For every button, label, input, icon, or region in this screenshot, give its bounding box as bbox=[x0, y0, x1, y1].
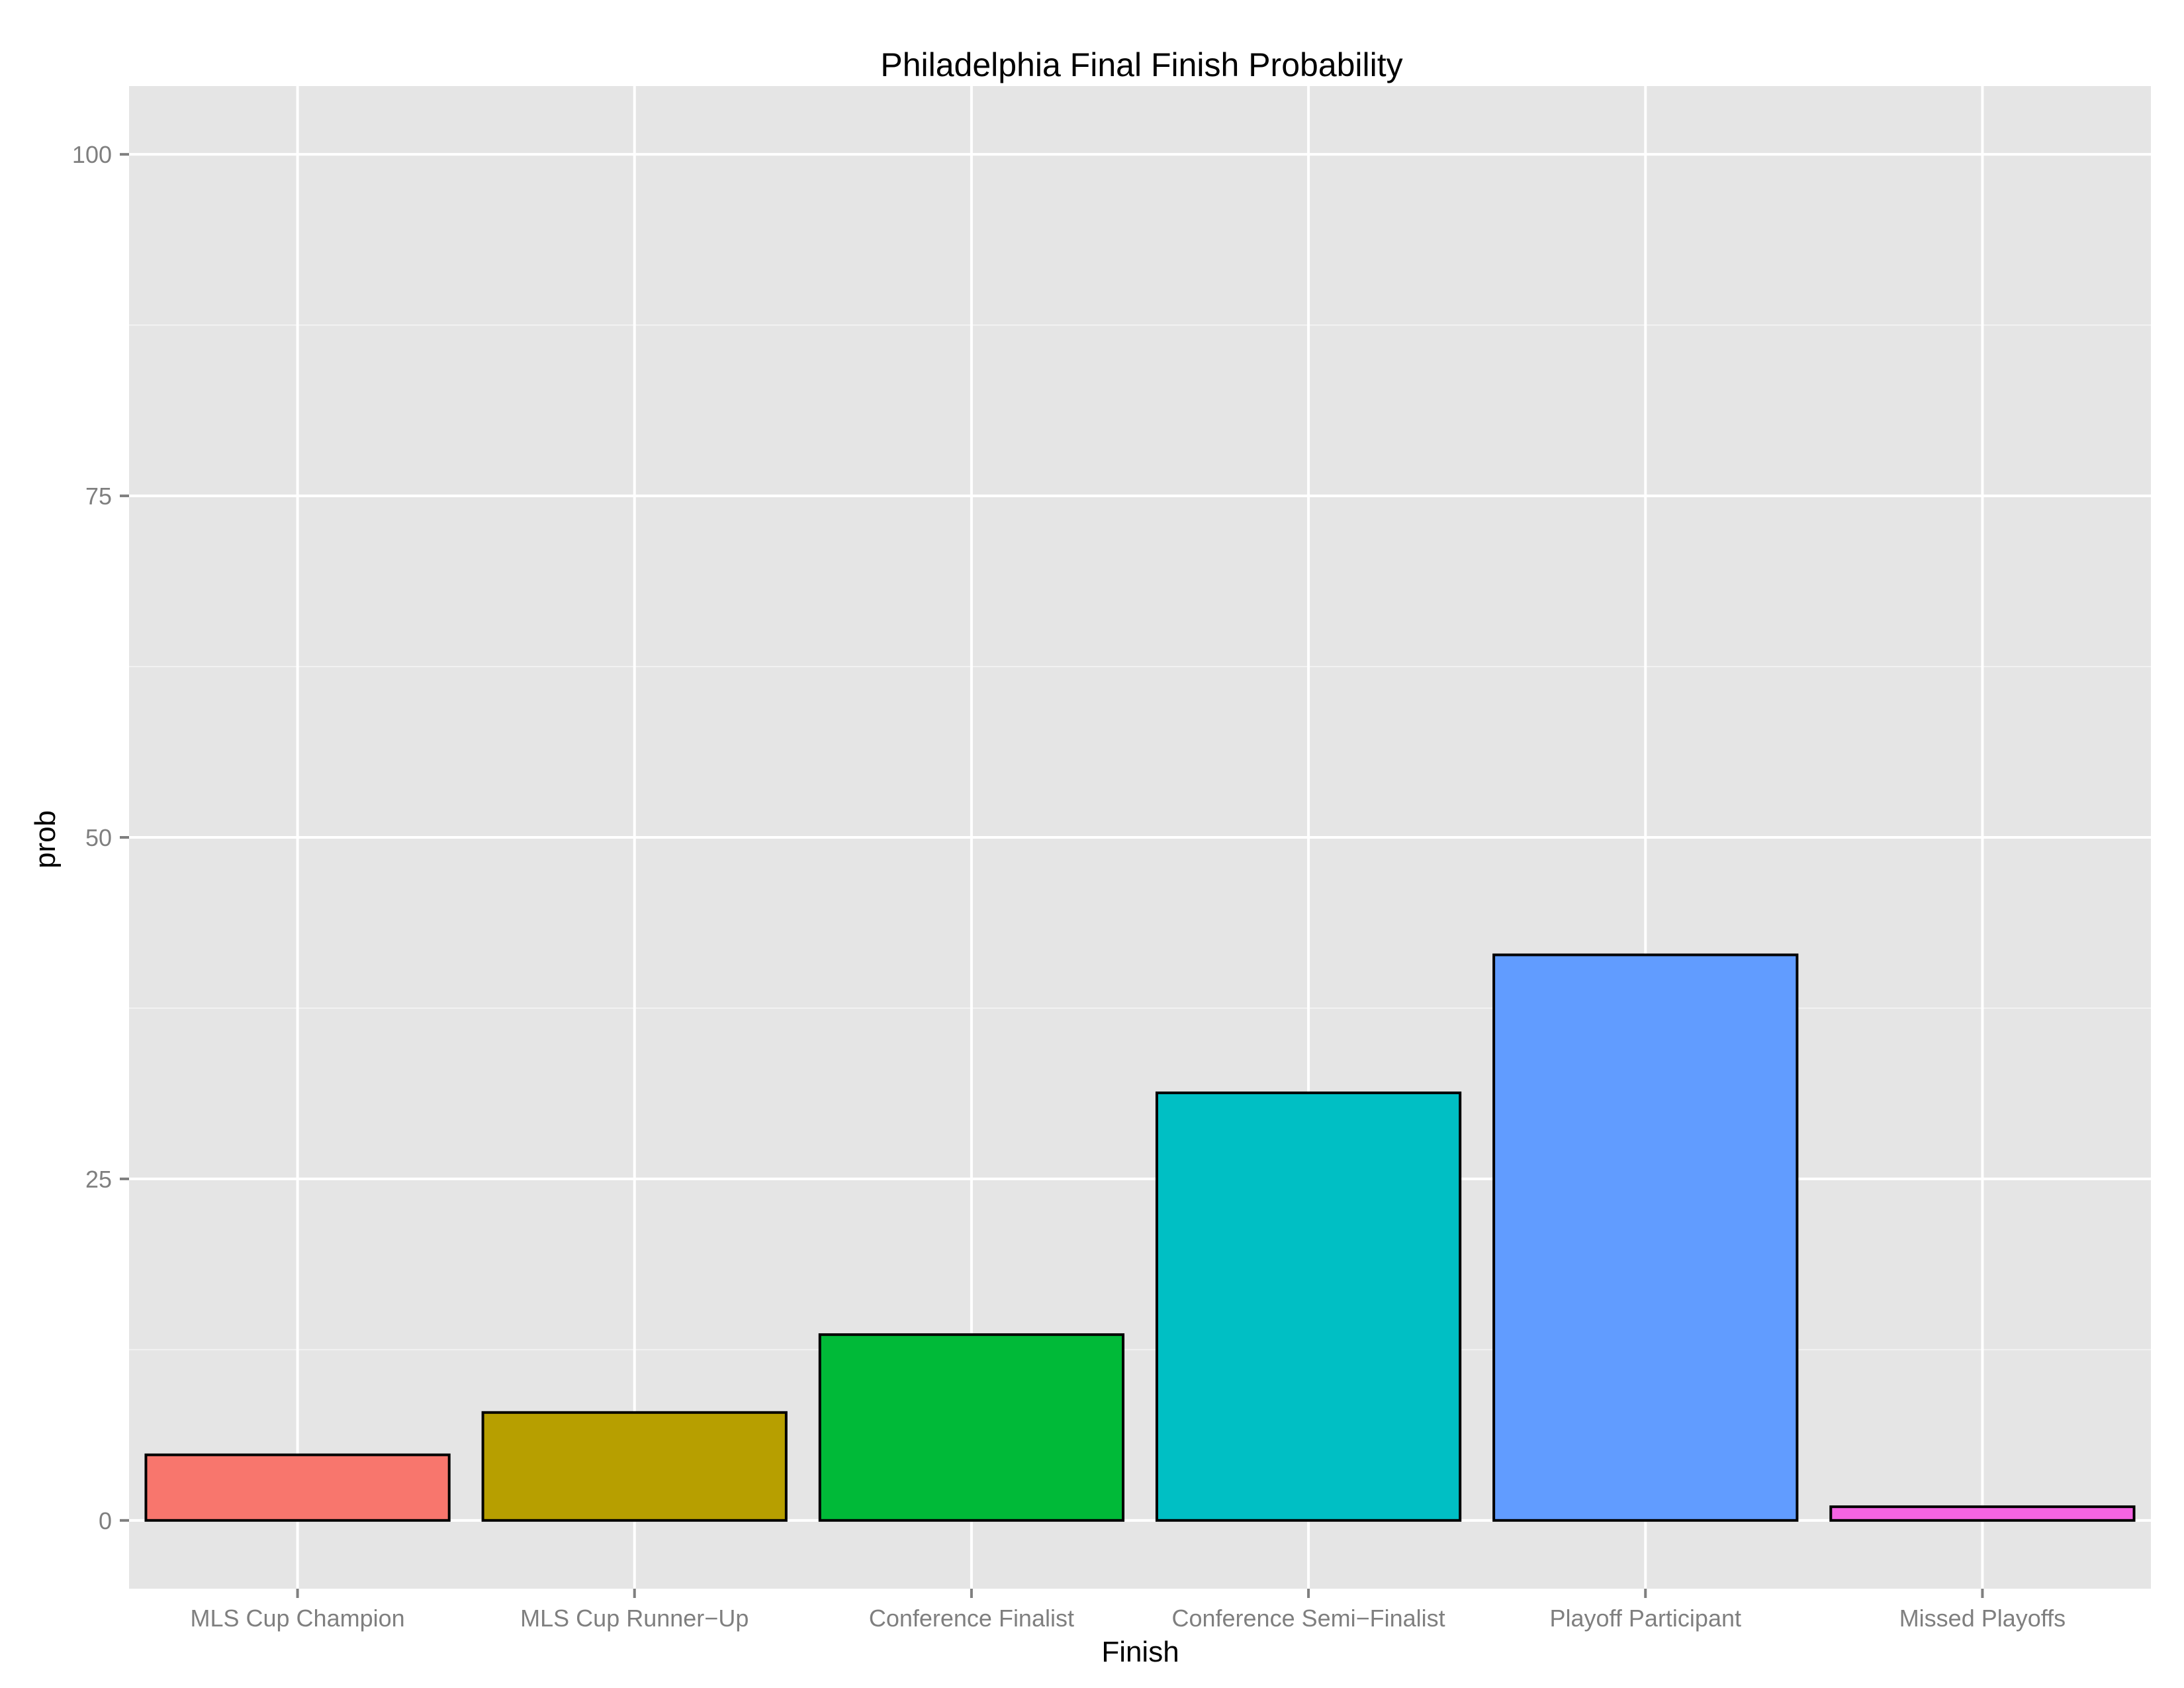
y-tick-label: 0 bbox=[99, 1507, 112, 1534]
y-tick-label: 75 bbox=[85, 483, 112, 510]
y-axis: 0 25 50 75 100 bbox=[72, 141, 129, 1534]
y-axis-title: prob bbox=[29, 810, 62, 868]
bar bbox=[1829, 1505, 2136, 1522]
bar bbox=[818, 1333, 1125, 1522]
chart-title: Philadelphia Final Finish Probability bbox=[880, 46, 1402, 83]
minor-gridlines bbox=[129, 324, 2151, 1350]
x-tick-label: MLS Cup Runner−Up bbox=[520, 1605, 749, 1632]
x-tick-label: Missed Playoffs bbox=[1899, 1605, 2066, 1632]
x-tick-label: Conference Finalist bbox=[869, 1605, 1074, 1632]
bar bbox=[481, 1411, 788, 1522]
x-tick-label: MLS Cup Champion bbox=[190, 1605, 404, 1632]
x-tick-label: Conference Semi−Finalist bbox=[1171, 1605, 1445, 1632]
x-axis-title: Finish bbox=[1101, 1636, 1179, 1668]
y-tick-label: 100 bbox=[72, 141, 112, 168]
x-axis: MLS Cup Champion MLS Cup Runner−Up Confere… bbox=[190, 1589, 2066, 1632]
bars bbox=[144, 953, 2136, 1522]
major-gridlines bbox=[129, 86, 2151, 1589]
bar bbox=[1492, 953, 1799, 1522]
x-tick-label: Playoff Participant bbox=[1550, 1605, 1742, 1632]
bar bbox=[144, 1453, 451, 1522]
bar bbox=[1155, 1091, 1462, 1522]
y-tick-label: 50 bbox=[85, 824, 112, 851]
y-tick-label: 25 bbox=[85, 1166, 112, 1193]
